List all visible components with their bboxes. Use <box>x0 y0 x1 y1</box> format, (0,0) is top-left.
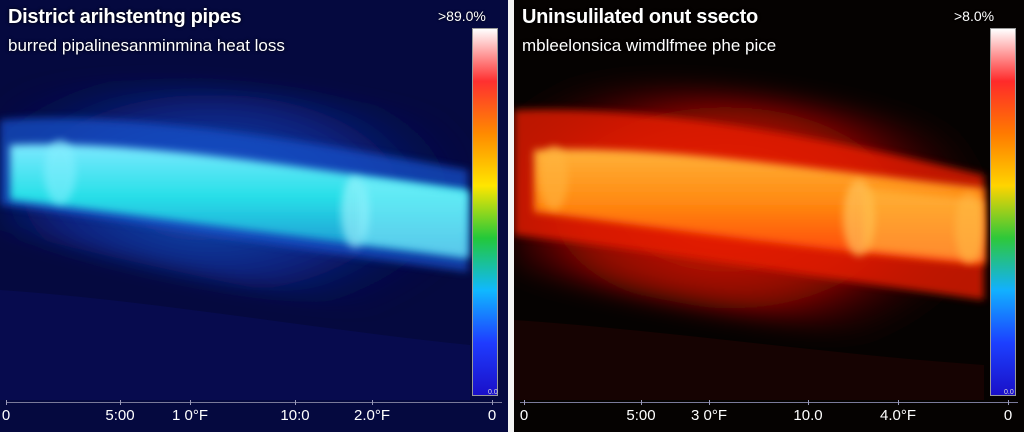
axis-tick <box>641 400 642 405</box>
panel-divider <box>508 0 514 432</box>
axis-tick <box>190 400 191 405</box>
axis-tick-label: 3 0°F <box>690 407 728 424</box>
axis-tick <box>372 400 373 405</box>
pipe-collar <box>864 188 984 262</box>
axis-tick-label: 1 0°F <box>171 407 209 424</box>
axis-tick <box>295 400 296 405</box>
panel-title: Uninsulilated onut ssecto <box>522 6 758 28</box>
ground-shadow <box>514 320 984 400</box>
ground-shadow <box>0 290 470 400</box>
axis-tick <box>808 400 809 405</box>
range-label: >89.0% <box>438 8 486 24</box>
axis-tick <box>898 400 899 405</box>
pipe-collar <box>360 178 468 258</box>
axis-line <box>520 402 1018 403</box>
axis-tick-label: 2.0°F <box>353 407 391 424</box>
insulated-pipe-thermal-image <box>0 0 508 432</box>
scale-min-label: 0.0 <box>1004 389 1014 396</box>
range-label: >8.0% <box>954 8 995 24</box>
axis-tick-label: 10.0 <box>793 407 823 424</box>
uninsulated-pipe-thermal-panel: Uninsulilated onut ssecto mbleelonsica w… <box>514 0 1024 432</box>
panel-subtitle: mbleelonsica wimdlfmee phe pice <box>522 36 777 55</box>
uninsulated-pipe-thermal-image <box>514 0 1024 432</box>
axis-tick <box>524 400 525 405</box>
color-scale-bar <box>472 28 498 396</box>
scale-min-label: 0.0 <box>488 389 498 396</box>
axis-tick <box>492 400 493 405</box>
axis-tick-label: 10:0 <box>280 407 310 424</box>
axis-tick-label: 0 <box>487 407 497 424</box>
x-axis: 0 5:00 1 0°F 10:0 2.0°F 0 <box>0 398 508 432</box>
axis-tick <box>6 400 7 405</box>
pipe-joint <box>44 140 76 204</box>
pipe-joint <box>540 146 568 210</box>
axis-tick-label: 0 <box>1 407 11 424</box>
panel-subtitle: burred pipalinesanminmina heat loss <box>8 36 285 55</box>
axis-tick-label: 4.0°F <box>879 407 917 424</box>
axis-tick <box>1008 400 1009 405</box>
axis-tick <box>120 400 121 405</box>
x-axis: 0 5:00 3 0°F 10.0 4.0°F 0 <box>514 398 1024 432</box>
color-scale-bar <box>990 28 1016 396</box>
axis-tick-label: 5:00 <box>105 407 135 424</box>
axis-tick <box>709 400 710 405</box>
axis-tick-label: 0 <box>1003 407 1013 424</box>
panel-title: District arihstentng pipes <box>8 6 242 28</box>
insulated-pipe-thermal-panel: District arihstentng pipes burred pipali… <box>0 0 508 432</box>
axis-tick-label: 0 <box>519 407 529 424</box>
axis-line <box>6 402 502 403</box>
axis-tick-label: 5:00 <box>626 407 656 424</box>
